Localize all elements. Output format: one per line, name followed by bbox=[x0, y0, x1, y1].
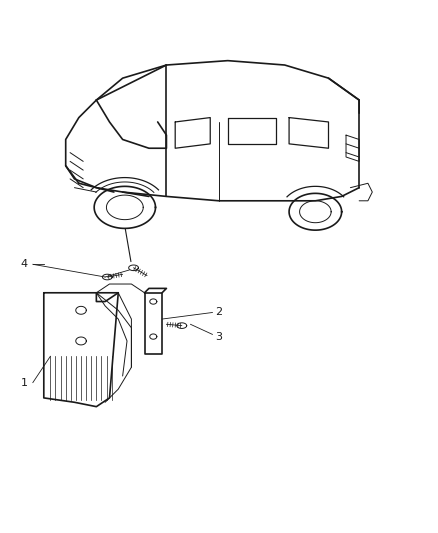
Text: 4: 4 bbox=[21, 260, 28, 269]
Text: 2: 2 bbox=[215, 308, 223, 318]
Text: 1: 1 bbox=[21, 377, 28, 387]
Text: 3: 3 bbox=[215, 332, 223, 342]
